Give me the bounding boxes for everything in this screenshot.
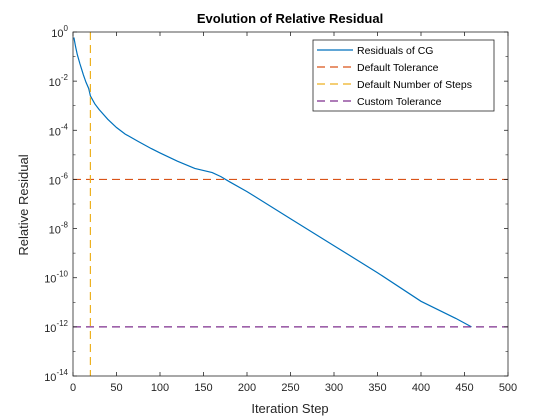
y-tick-label: 100 [51,24,68,40]
legend: Residuals of CG Default Tolerance Default … [312,39,495,112]
legend-entry-1: Default Tolerance [357,62,439,74]
x-tick-label: 300 [325,382,343,394]
x-tick-label: 100 [151,382,169,394]
x-axis-label: Iteration Step [251,401,328,416]
legend-entry-0: Residuals of CG [357,45,433,57]
x-tick-label: 500 [499,382,517,394]
legend-box [312,39,495,112]
y-tick-label: 10-2 [49,73,69,89]
x-tick-label: 250 [281,382,299,394]
chart-title: Evolution of Relative Residual [197,11,383,26]
y-tick-label: 10-10 [44,270,68,286]
y-tick-label: 10-6 [49,171,69,187]
series-line-residuals [73,37,472,328]
plot-area [73,32,508,376]
y-tick-label: 10-8 [49,221,69,237]
x-tick-label: 350 [368,382,386,394]
x-tick-label: 0 [70,382,76,394]
legend-entry-2: Default Number of Steps [357,79,472,91]
x-tick-label: 150 [194,382,212,394]
y-tick-label: 10-14 [44,368,68,384]
y-axis-label: Relative Residual [16,154,31,255]
y-tick-label: 10-12 [44,319,68,335]
x-tick-label: 400 [412,382,430,394]
x-tick-label: 200 [238,382,256,394]
series-group [73,32,508,376]
legend-entry-3: Custom Tolerance [357,96,442,108]
x-tick-label: 50 [110,382,122,394]
x-tick-label: 450 [455,382,473,394]
axes-ticks: 0 50 100 150 200 250 300 350 400 450 500 100 10-2 10-… [44,24,517,394]
y-tick-label: 10-4 [49,122,69,138]
